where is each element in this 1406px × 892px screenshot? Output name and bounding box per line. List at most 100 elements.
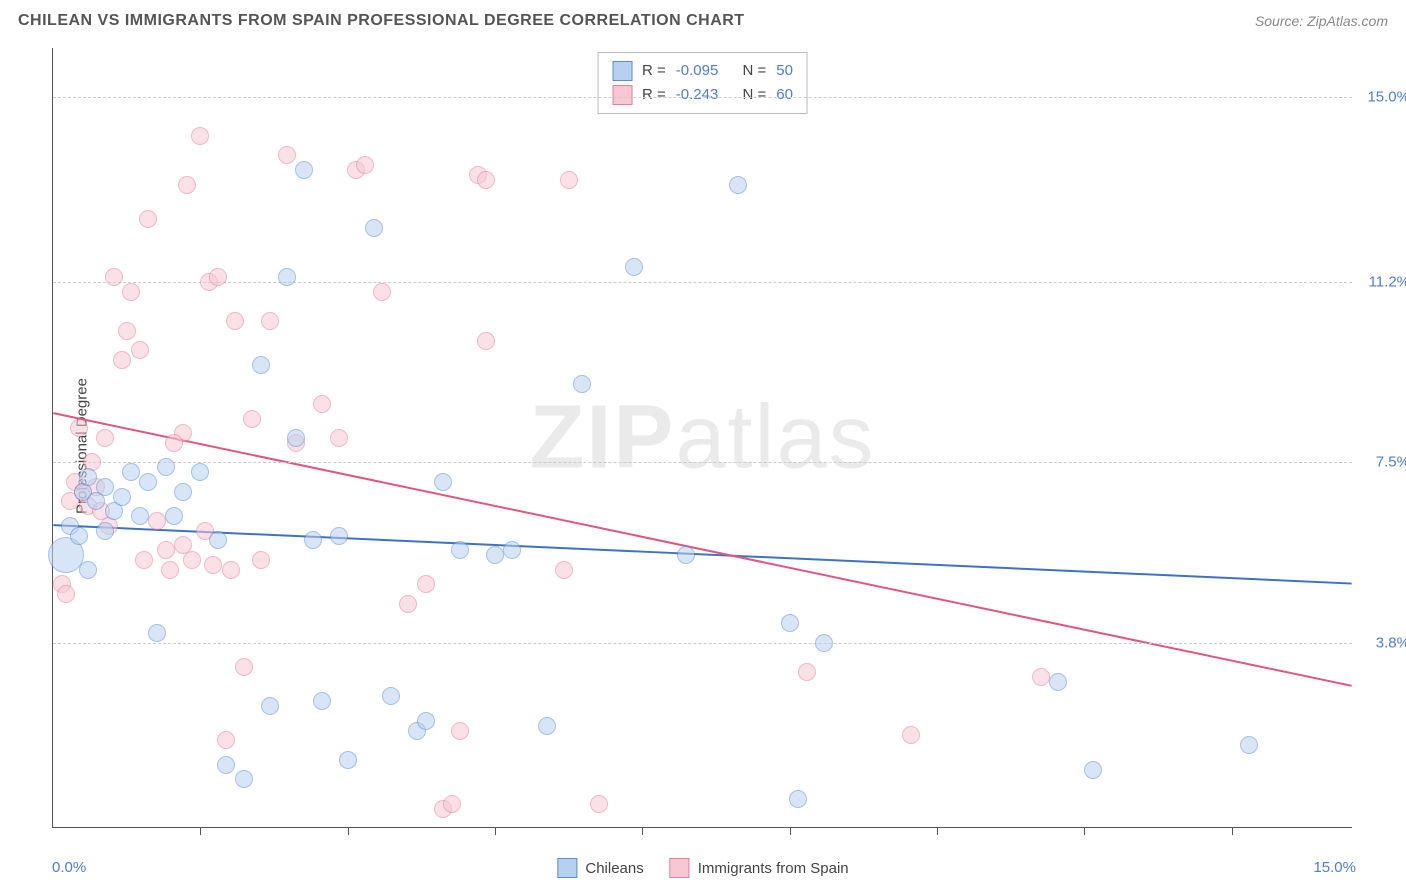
x-axis-min-label: 0.0% — [52, 859, 86, 876]
y-tick-label: 15.0% — [1358, 88, 1406, 105]
data-point — [122, 283, 140, 301]
x-tick — [790, 827, 791, 835]
data-point — [330, 429, 348, 447]
data-point — [1240, 736, 1258, 754]
data-point — [217, 756, 235, 774]
data-point — [217, 731, 235, 749]
data-point — [131, 341, 149, 359]
data-point — [278, 146, 296, 164]
data-point — [560, 171, 578, 189]
data-point — [417, 712, 435, 730]
data-point — [443, 795, 461, 813]
data-point — [139, 473, 157, 491]
data-point — [131, 507, 149, 525]
y-tick-label: 3.8% — [1358, 634, 1406, 651]
x-tick — [1084, 827, 1085, 835]
trend-lines-layer — [53, 48, 1352, 827]
data-point — [191, 127, 209, 145]
data-point — [295, 161, 313, 179]
x-tick — [200, 827, 201, 835]
data-point — [135, 551, 153, 569]
data-point — [330, 527, 348, 545]
data-point — [243, 410, 261, 428]
data-point — [451, 541, 469, 559]
gridline — [53, 643, 1352, 644]
chart-title: CHILEAN VS IMMIGRANTS FROM SPAIN PROFESS… — [18, 12, 745, 30]
x-tick — [937, 827, 938, 835]
data-point — [365, 219, 383, 237]
data-point — [434, 473, 452, 491]
data-point — [96, 478, 114, 496]
data-point — [122, 463, 140, 481]
data-point — [139, 210, 157, 228]
data-point — [148, 512, 166, 530]
data-point — [235, 658, 253, 676]
data-point — [538, 717, 556, 735]
gridline — [53, 97, 1352, 98]
trend-line — [53, 525, 1351, 583]
data-point — [625, 258, 643, 276]
data-point — [278, 268, 296, 286]
data-point — [789, 790, 807, 808]
data-point — [204, 556, 222, 574]
y-tick-label: 7.5% — [1358, 454, 1406, 471]
legend-swatch-chileans — [557, 858, 577, 878]
data-point — [573, 375, 591, 393]
data-point — [178, 176, 196, 194]
data-point — [382, 687, 400, 705]
data-point — [304, 531, 322, 549]
data-point — [222, 561, 240, 579]
data-point — [477, 332, 495, 350]
data-point — [677, 546, 695, 564]
data-point — [373, 283, 391, 301]
data-point — [339, 751, 357, 769]
bottom-legend: Chileans Immigrants from Spain — [557, 858, 848, 878]
data-point — [555, 561, 573, 579]
x-tick — [348, 827, 349, 835]
data-point — [477, 171, 495, 189]
gridline — [53, 282, 1352, 283]
data-point — [252, 356, 270, 374]
trend-line — [53, 413, 1351, 686]
data-point — [96, 429, 114, 447]
swatch-chileans — [612, 61, 632, 81]
source-attribution: Source: ZipAtlas.com — [1255, 13, 1388, 29]
gridline — [53, 462, 1352, 463]
data-point — [313, 692, 331, 710]
data-point — [148, 624, 166, 642]
source-link[interactable]: ZipAtlas.com — [1307, 13, 1388, 29]
data-point — [113, 351, 131, 369]
legend-item-chileans: Chileans — [557, 858, 643, 878]
plot-area: ZIPatlas R = -0.095 N = 50 R = -0.243 N … — [52, 48, 1352, 828]
data-point — [70, 527, 88, 545]
data-point — [261, 312, 279, 330]
swatch-spain — [612, 85, 632, 105]
y-tick-label: 11.2% — [1358, 274, 1406, 291]
data-point — [174, 483, 192, 501]
x-tick — [1232, 827, 1233, 835]
data-point — [79, 468, 97, 486]
data-point — [165, 507, 183, 525]
data-point — [486, 546, 504, 564]
data-point — [781, 614, 799, 632]
data-point — [590, 795, 608, 813]
data-point — [313, 395, 331, 413]
stats-row-a: R = -0.095 N = 50 — [612, 59, 793, 83]
data-point — [261, 697, 279, 715]
data-point — [417, 575, 435, 593]
data-point — [815, 634, 833, 652]
data-point — [226, 312, 244, 330]
data-point — [1049, 673, 1067, 691]
data-point — [252, 551, 270, 569]
data-point — [191, 463, 209, 481]
stats-legend-box: R = -0.095 N = 50 R = -0.243 N = 60 — [597, 52, 808, 114]
data-point — [165, 434, 183, 452]
data-point — [183, 551, 201, 569]
data-point — [503, 541, 521, 559]
data-point — [96, 522, 114, 540]
data-point — [356, 156, 374, 174]
data-point — [1032, 668, 1050, 686]
data-point — [209, 268, 227, 286]
x-tick — [642, 827, 643, 835]
data-point — [209, 531, 227, 549]
